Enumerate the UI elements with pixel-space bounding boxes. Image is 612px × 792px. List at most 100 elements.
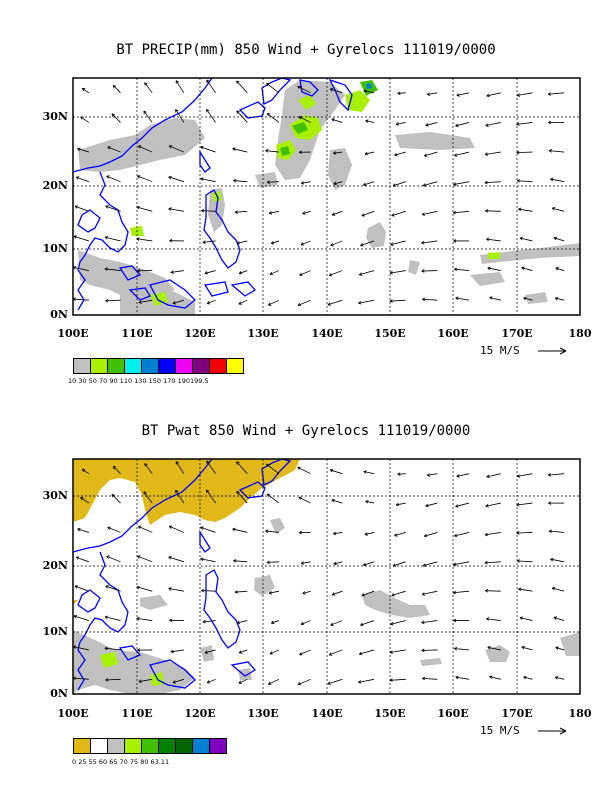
wind-vector <box>327 678 343 685</box>
wind-vector <box>358 678 375 683</box>
wind-vector <box>489 676 501 680</box>
wind-vector <box>422 298 438 301</box>
wind-vector-head <box>236 490 240 495</box>
wind-vector <box>138 145 153 153</box>
wind-vector-head <box>363 562 367 567</box>
wind-vector <box>555 647 565 651</box>
wind-vector-head <box>200 145 204 150</box>
wind-vector-head <box>236 80 240 84</box>
wind-vector <box>236 461 248 474</box>
wind-vector-head <box>425 503 429 508</box>
wind-vector <box>104 268 121 271</box>
wind-vector <box>269 649 280 655</box>
wind-vector-head <box>172 301 176 305</box>
wind-vector <box>206 678 216 684</box>
wind-vector-head <box>168 525 173 529</box>
wind-vector-head <box>136 585 140 590</box>
wind-vector <box>297 678 311 685</box>
wind-vector <box>233 180 248 183</box>
wind-vector-head <box>547 92 552 96</box>
wind-vector <box>73 646 89 651</box>
wind-vector <box>297 299 311 306</box>
wind-vector-head <box>206 460 210 464</box>
wind-vector-head <box>168 207 172 211</box>
wind-vector <box>422 677 438 680</box>
wind-vector <box>484 561 501 564</box>
wind-vector-head <box>548 529 553 534</box>
wind-vector-head <box>516 474 521 478</box>
wind-vector-head <box>104 615 108 620</box>
wind-vector <box>104 616 121 621</box>
wind-vector-head <box>104 267 108 271</box>
wind-vector-head <box>523 296 527 301</box>
wind-vector <box>425 122 438 126</box>
panel2-reference-vector-label: 15 M/S <box>480 724 520 737</box>
wind-vector-head <box>363 470 367 474</box>
wind-vector <box>236 80 248 94</box>
wind-vector <box>390 240 406 246</box>
wind-vector <box>333 561 343 565</box>
panel2-gridlines <box>73 459 580 694</box>
wind-vector-head <box>105 585 109 589</box>
wind-vector-head <box>269 651 273 655</box>
wind-vector <box>236 491 248 504</box>
wind-vector <box>137 175 153 183</box>
wind-vector-head <box>269 271 273 276</box>
wind-vector <box>175 80 185 94</box>
wind-vector <box>144 463 153 474</box>
wind-vector-head <box>77 147 81 151</box>
wind-vector <box>330 240 343 246</box>
wind-vector <box>172 299 185 304</box>
wind-vector-head <box>238 650 243 654</box>
wind-vector-head <box>266 493 271 497</box>
panel1-map <box>72 77 581 355</box>
wind-vector <box>238 299 248 305</box>
wind-vector <box>143 110 153 123</box>
wind-vector-head <box>137 175 141 179</box>
panel2-lon-label: 180 <box>568 707 592 720</box>
wind-vector <box>485 502 501 507</box>
wind-vector-head <box>333 561 337 566</box>
wind-vector <box>363 181 375 186</box>
wind-vector <box>553 617 565 621</box>
wind-vector <box>298 496 311 504</box>
panel1-lon-label: 130E <box>247 327 279 340</box>
wind-vector-head <box>234 590 238 594</box>
wind-vector-head <box>421 269 425 273</box>
wind-vector-head <box>519 236 523 241</box>
wind-vector <box>266 493 280 504</box>
wind-vector <box>204 649 216 654</box>
wind-vector <box>175 461 185 474</box>
wind-vector-head <box>80 116 84 120</box>
wind-vector-head <box>516 502 520 507</box>
wind-vector <box>138 299 153 303</box>
wind-vector <box>73 235 89 242</box>
wind-vector-head <box>202 240 206 244</box>
panel2-lat-label: 20N <box>42 559 68 572</box>
wind-vector <box>484 151 501 155</box>
colorbar-swatch <box>192 738 210 754</box>
wind-vector <box>358 299 375 304</box>
wind-vector <box>453 181 470 185</box>
wind-vector <box>206 460 216 474</box>
wind-vector <box>333 151 343 154</box>
wind-vector-head <box>389 650 393 654</box>
wind-vector-head <box>422 297 426 302</box>
wind-vector-head <box>138 679 142 684</box>
wind-vector-head <box>523 675 527 680</box>
wind-vector-head <box>392 563 397 567</box>
colorbar-swatch <box>124 358 142 374</box>
wind-vector <box>297 466 311 475</box>
wind-vector <box>395 122 406 125</box>
wind-vector-head <box>423 533 428 538</box>
wind-vector-head <box>358 680 362 684</box>
wind-vector <box>136 238 153 242</box>
panel1-reference-vector-label: 15 M/S <box>480 344 520 357</box>
colorbar-swatch <box>90 738 108 754</box>
wind-vector-head <box>73 614 77 619</box>
wind-vector-head <box>454 267 458 272</box>
wind-vector <box>201 590 216 592</box>
wind-vector-head <box>485 503 489 508</box>
colorbar-swatch <box>209 358 227 374</box>
wind-vector-head <box>81 468 86 473</box>
